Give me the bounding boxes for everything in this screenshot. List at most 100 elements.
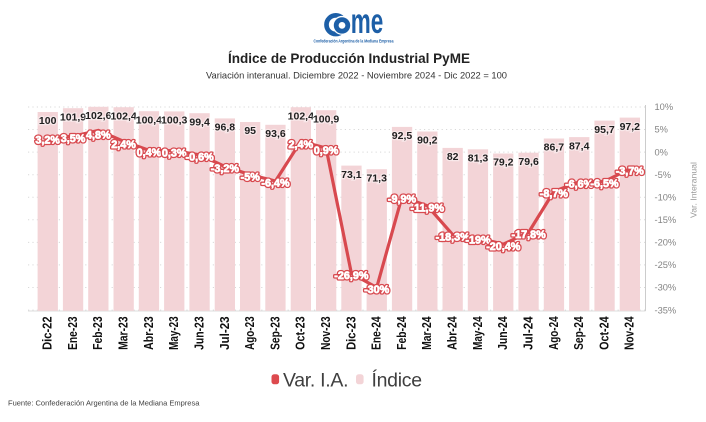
svg-text:Ago-23: Ago-23 — [242, 316, 257, 350]
svg-text:-17,8%: -17,8% — [511, 229, 546, 241]
svg-text:-30%: -30% — [364, 284, 390, 296]
svg-text:97,2: 97,2 — [620, 121, 641, 133]
svg-text:3,2%: 3,2% — [35, 134, 60, 146]
svg-text:Mar-23: Mar-23 — [116, 316, 131, 350]
svg-text:May-23: May-23 — [166, 316, 181, 350]
svg-text:101,9: 101,9 — [60, 111, 86, 123]
svg-text:2,4%: 2,4% — [111, 139, 136, 151]
svg-text:0,3%: 0,3% — [162, 147, 187, 159]
svg-text:Sep-23: Sep-23 — [267, 316, 282, 350]
svg-text:-5%: -5% — [241, 171, 261, 183]
svg-text:-19%: -19% — [465, 235, 491, 247]
svg-text:-35%: -35% — [655, 305, 677, 315]
svg-text:102,4: 102,4 — [288, 110, 314, 122]
svg-text:0,3%: 0,3% — [162, 147, 187, 159]
svg-text:-20,4%: -20,4% — [486, 241, 521, 253]
svg-text:95,7: 95,7 — [594, 124, 615, 136]
svg-text:Confederación Argentina de la: Confederación Argentina de la Mediana Em… — [314, 38, 394, 43]
svg-text:-6,6%: -6,6% — [565, 179, 594, 191]
svg-text:-0,6%: -0,6% — [185, 151, 214, 163]
svg-text:4,8%: 4,8% — [86, 130, 111, 142]
svg-text:3,5%: 3,5% — [61, 133, 86, 145]
svg-text:Variación interanual. Diciembr: Variación interanual. Diciembre 2022 - N… — [206, 71, 507, 82]
svg-text:79,2: 79,2 — [493, 157, 514, 169]
svg-text:Dic-22: Dic-22 — [40, 316, 55, 350]
svg-text:-9,9%: -9,9% — [388, 193, 417, 205]
svg-text:-0,6%: -0,6% — [185, 151, 214, 163]
svg-text:Oct-23: Oct-23 — [293, 316, 308, 350]
svg-text:0%: 0% — [655, 147, 668, 157]
svg-text:90,2: 90,2 — [417, 135, 438, 147]
svg-text:10%: 10% — [655, 102, 674, 112]
svg-text:Jun-23: Jun-23 — [192, 316, 207, 350]
svg-text:-6,4%: -6,4% — [261, 178, 290, 190]
svg-text:71,3: 71,3 — [366, 172, 387, 184]
svg-text:79,6: 79,6 — [518, 156, 539, 168]
svg-text:0,4%: 0,4% — [137, 147, 162, 159]
svg-text:Abr-23: Abr-23 — [141, 316, 156, 350]
svg-text:Fuente: Confederación Argentin: Fuente: Confederación Argentina de la Me… — [8, 399, 200, 408]
svg-text:Índice de Producción Industria: Índice de Producción Industrial PyME — [228, 50, 470, 66]
svg-text:102,6: 102,6 — [85, 110, 111, 122]
svg-text:0,4%: 0,4% — [137, 147, 162, 159]
svg-text:-5%: -5% — [655, 170, 672, 180]
svg-text:73,1: 73,1 — [341, 169, 362, 181]
svg-text:-19%: -19% — [465, 235, 491, 247]
svg-text:-26,9%: -26,9% — [334, 270, 369, 282]
svg-text:-25%: -25% — [655, 260, 677, 270]
svg-text:3,2%: 3,2% — [35, 134, 60, 146]
svg-text:-20%: -20% — [655, 238, 677, 248]
svg-text:Ene-23: Ene-23 — [65, 316, 80, 350]
svg-text:96,8: 96,8 — [215, 122, 236, 134]
svg-text:4,8%: 4,8% — [86, 130, 111, 142]
svg-text:100,3: 100,3 — [161, 115, 187, 127]
svg-text:-3,7%: -3,7% — [616, 165, 645, 177]
svg-text:Ago-24: Ago-24 — [546, 316, 561, 350]
svg-text:2,4%: 2,4% — [288, 139, 313, 151]
svg-text:87,4: 87,4 — [569, 140, 590, 152]
svg-text:-11,9%: -11,9% — [410, 202, 444, 214]
svg-text:Dic-23: Dic-23 — [343, 316, 358, 350]
svg-text:-6,4%: -6,4% — [261, 178, 290, 190]
svg-text:-3,2%: -3,2% — [211, 163, 240, 175]
svg-text:me: me — [351, 0, 384, 40]
svg-text:-30%: -30% — [655, 283, 677, 293]
svg-text:2,4%: 2,4% — [111, 139, 136, 151]
svg-text:100,4: 100,4 — [136, 114, 162, 126]
svg-text:Jul-23: Jul-23 — [217, 316, 232, 350]
svg-text:Abr-24: Abr-24 — [445, 316, 460, 350]
svg-text:2,4%: 2,4% — [288, 139, 313, 151]
svg-text:-18,3%: -18,3% — [436, 231, 471, 243]
svg-text:Jun-24: Jun-24 — [495, 316, 510, 350]
svg-text:-6,5%: -6,5% — [590, 178, 619, 190]
svg-text:-17,8%: -17,8% — [511, 229, 546, 241]
svg-text:95: 95 — [244, 125, 256, 137]
svg-text:Índice: Índice — [372, 369, 422, 392]
svg-text:-5%: -5% — [241, 171, 261, 183]
svg-text:-20,4%: -20,4% — [486, 241, 521, 253]
svg-text:Var. Interanual: Var. Interanual — [689, 162, 699, 218]
svg-text:Jul-24: Jul-24 — [521, 316, 536, 350]
svg-text:-8,7%: -8,7% — [540, 188, 569, 200]
svg-text:5%: 5% — [655, 125, 668, 135]
svg-text:Mar-24: Mar-24 — [419, 316, 434, 350]
svg-text:-11,9%: -11,9% — [410, 202, 444, 214]
svg-text:0,9%: 0,9% — [314, 145, 339, 157]
svg-text:Nov-24: Nov-24 — [622, 316, 637, 350]
svg-text:Feb-24: Feb-24 — [394, 316, 409, 350]
svg-text:102,4: 102,4 — [110, 110, 136, 122]
svg-text:Var. I.A.: Var. I.A. — [283, 370, 348, 392]
svg-text:Ene-24: Ene-24 — [369, 316, 384, 350]
svg-text:-8,7%: -8,7% — [540, 188, 569, 200]
svg-text:-10%: -10% — [655, 192, 677, 202]
svg-text:Oct-24: Oct-24 — [596, 316, 611, 350]
svg-text:100: 100 — [39, 115, 57, 127]
svg-text:93,6: 93,6 — [265, 128, 286, 140]
svg-text:-30%: -30% — [364, 284, 390, 296]
svg-text:-3,2%: -3,2% — [211, 163, 240, 175]
svg-text:100,9: 100,9 — [313, 113, 339, 125]
svg-text:0,9%: 0,9% — [314, 145, 339, 157]
svg-text:-26,9%: -26,9% — [334, 270, 369, 282]
svg-text:-6,6%: -6,6% — [565, 179, 594, 191]
svg-text:-18,3%: -18,3% — [436, 231, 471, 243]
